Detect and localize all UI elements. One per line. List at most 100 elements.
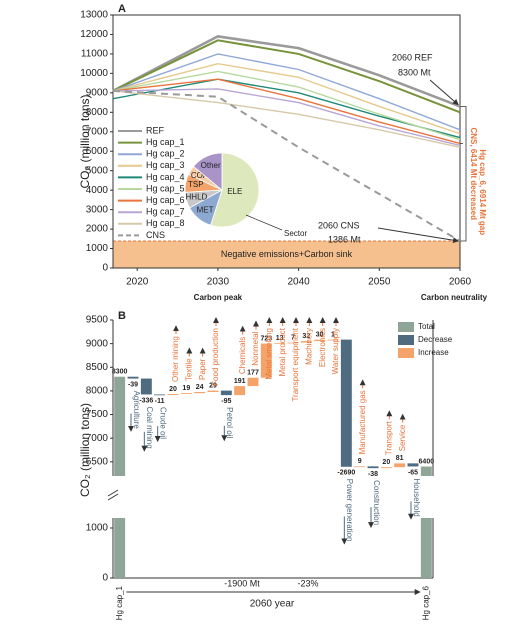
bar (140, 378, 152, 395)
category-label: Electronics (318, 328, 327, 367)
legend-swatch (398, 335, 414, 345)
series-line (112, 39, 461, 114)
category-label: Construction (372, 480, 381, 525)
legend-label: REF (146, 125, 165, 135)
category-label: Food production (211, 328, 220, 386)
panel-label: A (118, 3, 126, 15)
pie-slice (210, 152, 260, 228)
bar (154, 394, 166, 396)
pie-label: TSP (188, 180, 204, 189)
category-label: Other mining (171, 336, 180, 382)
pie-title: Sector (284, 229, 307, 238)
bar (407, 463, 419, 467)
arrow (377, 227, 459, 244)
bar (420, 518, 432, 578)
y-tick-label: 0 (102, 263, 108, 274)
pie-label: MET (197, 206, 214, 215)
category-label: Metal smelting (264, 328, 273, 380)
annotation: 2060 REF (392, 52, 433, 62)
bar (247, 377, 259, 387)
series-line (112, 70, 461, 141)
series-line (112, 62, 461, 135)
x-tick-label: 2040 (287, 277, 310, 288)
y-tick-label: 13000 (80, 10, 108, 21)
bar (394, 463, 406, 468)
value-label: 9 (358, 458, 362, 465)
x-tick-label: 2050 (368, 277, 391, 288)
pie-label: HHLD (186, 193, 208, 202)
legend-label: Hg cap_4 (146, 172, 185, 182)
series-line (112, 35, 461, 108)
y-tick-label: 8000 (86, 107, 109, 118)
category-label: Water supply (331, 328, 340, 374)
y-tick-label: 8500 (86, 362, 109, 373)
legend-label: Hg cap_6 (146, 195, 185, 205)
value-label: 30 (316, 332, 324, 339)
value-label: -336 (139, 397, 153, 404)
bar (260, 343, 272, 378)
annotation: -23% (297, 578, 318, 588)
bar (114, 518, 126, 578)
y-tick-label: 1000 (86, 243, 109, 254)
legend-label: Increase (418, 348, 449, 357)
value-label: 20 (169, 386, 177, 393)
category-label: Transport (384, 420, 393, 455)
bar (207, 390, 219, 392)
category-label: Hg cap_6 (421, 585, 430, 620)
category-label: Machinery (304, 328, 313, 365)
legend-label: Hg cap_2 (146, 149, 185, 159)
value-label: -39 (128, 381, 138, 388)
arrow (429, 79, 459, 106)
legend-label: Hg cap_7 (146, 207, 185, 217)
bar (167, 394, 179, 395)
x-axis-label: 2060 year (250, 599, 295, 610)
annotation: Hg cap_6, 6914 Mt gap (478, 149, 487, 235)
y-tick-label: 12000 (80, 29, 108, 40)
band-label: Negative emissions+Carbon sink (221, 249, 353, 259)
legend-label: Hg cap_3 (146, 160, 185, 170)
category-label: Manufactured gas (358, 390, 367, 454)
value-label: 13 (276, 335, 284, 342)
panel-label: B (118, 310, 126, 322)
category-label: Service (398, 424, 407, 451)
annotation: 8300 Mt (398, 67, 431, 77)
value-label: -38 (368, 471, 378, 478)
bar (380, 467, 392, 469)
y-tick-label: 1000 (86, 523, 109, 534)
pie-label: COA (191, 171, 209, 180)
y-axis-label: CO₂ (million tons) (78, 94, 92, 188)
category-label: Coal mining (145, 406, 154, 448)
category-label: Chemicals (238, 337, 247, 374)
value-label: 7 (291, 334, 295, 341)
y-tick-label: 7000 (86, 126, 109, 137)
value-label: 723 (260, 335, 272, 342)
bar (300, 341, 312, 343)
axis-break (107, 489, 119, 497)
legend-label: Hg cap_5 (146, 183, 185, 193)
bar (287, 342, 299, 344)
category-label: Hg cap_1 (115, 585, 124, 620)
y-tick-label: 9000 (86, 87, 109, 98)
value-label: -65 (408, 469, 418, 476)
pie-label: ELE (227, 187, 242, 196)
y-tick-label: 7000 (86, 433, 109, 444)
bar (314, 339, 326, 342)
legend-label: Hg cap_8 (146, 218, 185, 228)
bar (354, 466, 366, 468)
pie-slice (192, 152, 223, 191)
value-label: -11 (155, 398, 165, 405)
category-label: Nonmetal (251, 331, 260, 365)
series-line (112, 78, 461, 139)
category-label: Petrol oil (225, 407, 234, 438)
series-line (112, 90, 461, 149)
category-label: Crude oil (159, 407, 168, 439)
category-label: Transport equipment (291, 327, 300, 401)
bar (194, 391, 206, 394)
category-label: Power generation (345, 479, 354, 542)
category-label: Agriculture (132, 391, 141, 430)
category-label: Textile (184, 358, 193, 381)
bar (127, 376, 139, 379)
legend-swatch (398, 322, 414, 332)
value-label: 29 (209, 382, 217, 389)
